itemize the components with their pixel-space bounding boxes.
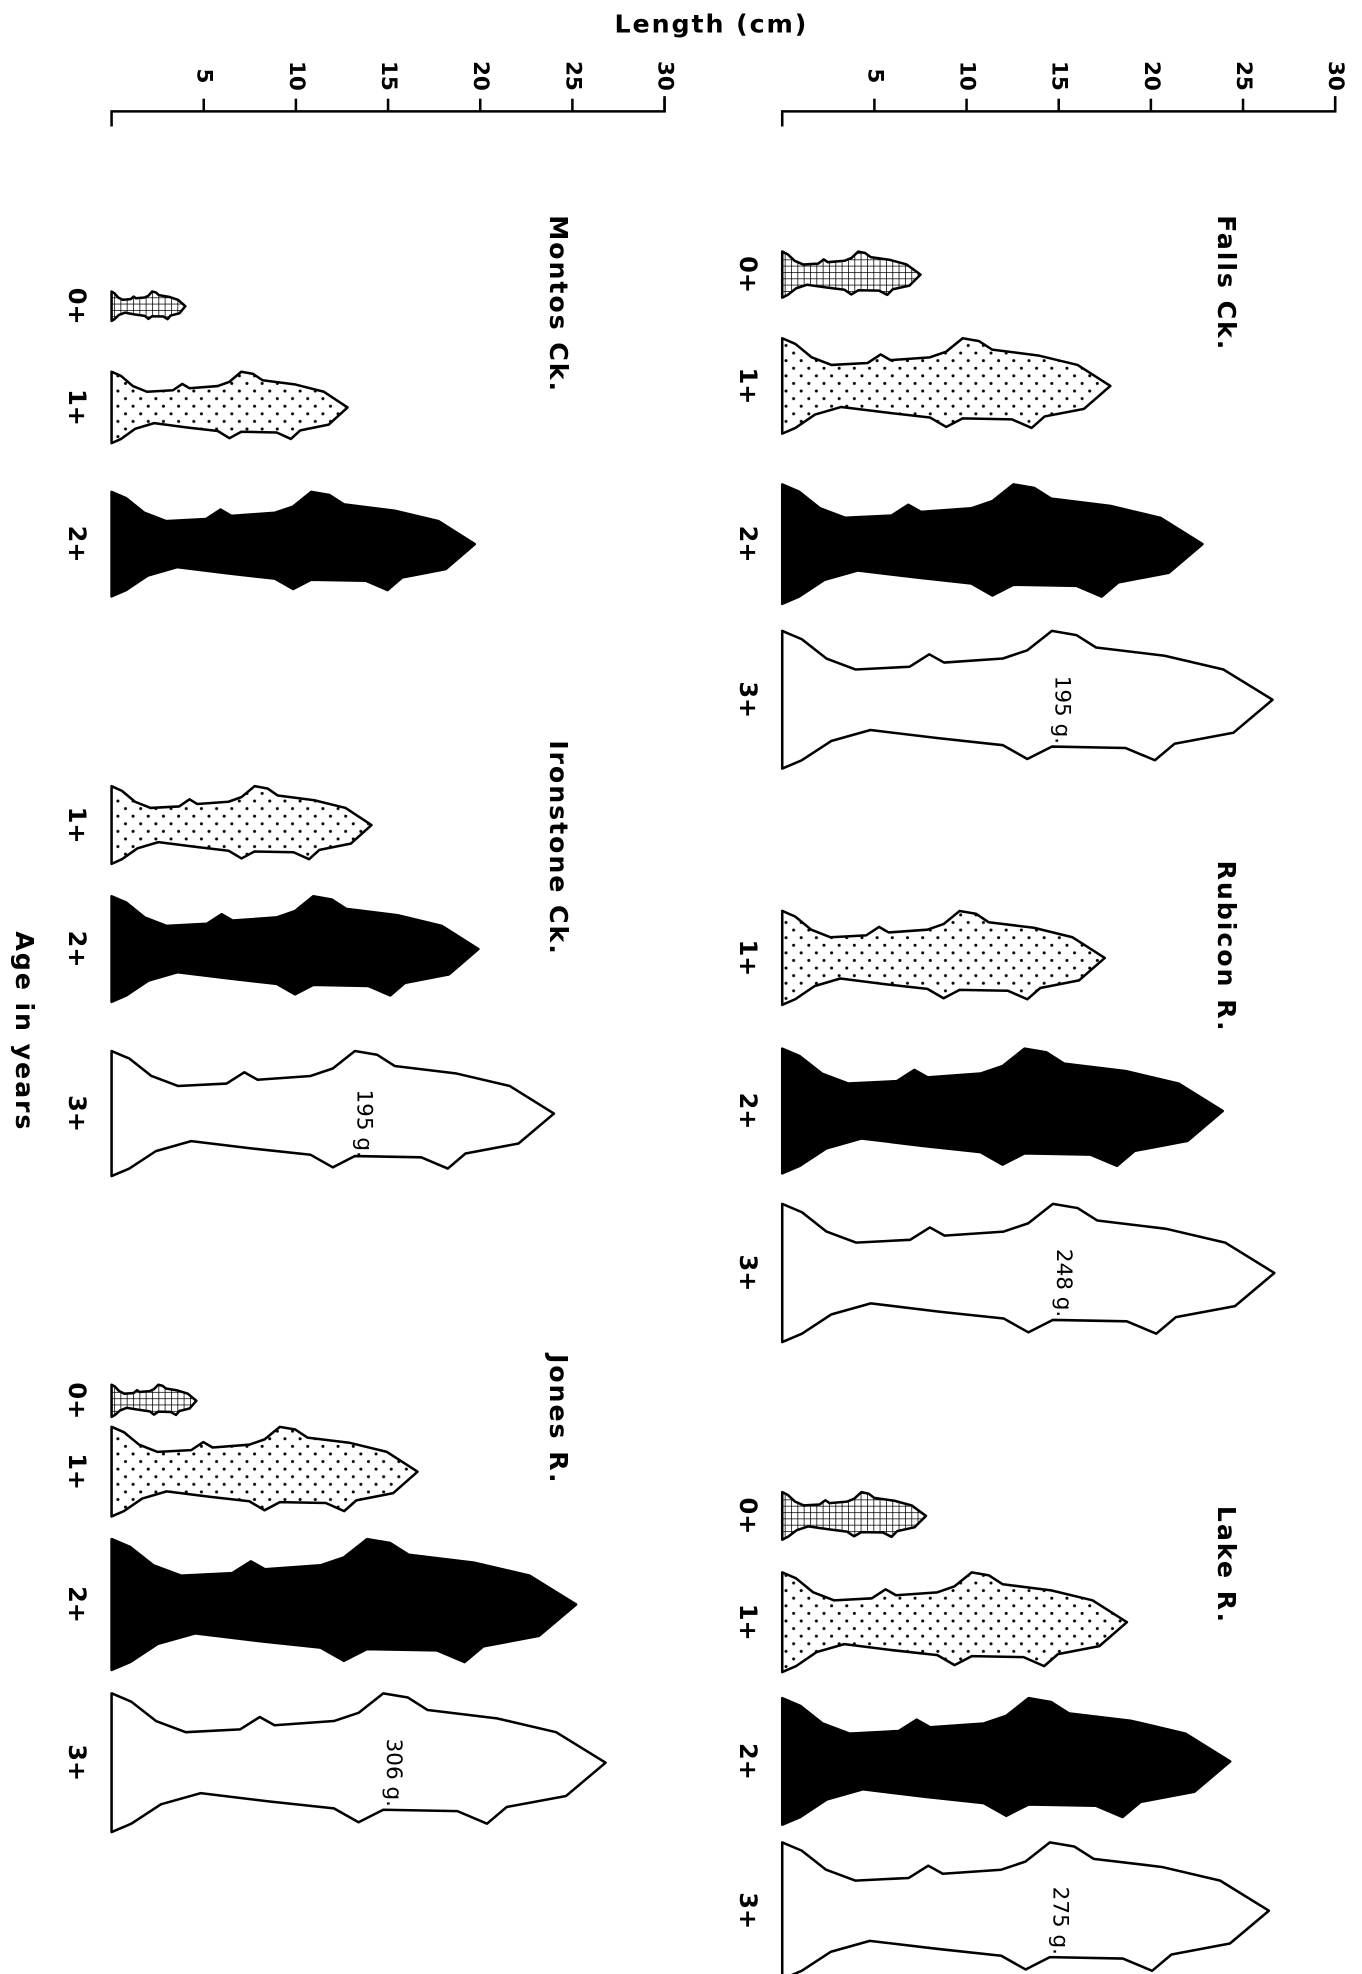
chart: Falls Ck. 0+ 1+ 2+ 3+ 195 g. 5 10 15 20 25 30 Length… (0, 0, 1362, 1974)
y-tick-label: 20 (468, 61, 493, 91)
panel-title: Lake R. (1212, 1506, 1241, 1624)
panel-title: Montos Ck. (544, 215, 573, 393)
fish-bar (112, 1427, 418, 1517)
fish-bar (112, 1051, 554, 1176)
fish-bar (112, 372, 348, 443)
fish-bar (112, 896, 479, 1002)
y-tick-label: 5 (862, 68, 887, 83)
x-tick-label: 3+ (63, 1744, 91, 1781)
fish-bar (782, 1842, 1269, 1974)
x-tick-label: 1+ (63, 807, 91, 844)
y-tick-label: 30 (1323, 61, 1348, 91)
x-tick-label: 0+ (734, 256, 762, 293)
fish-bar (782, 252, 920, 298)
x-tick-label: 3+ (734, 1892, 762, 1929)
fish-bar (782, 1049, 1222, 1174)
y-tick-label: 20 (1139, 61, 1164, 91)
fish-bar (782, 1204, 1274, 1342)
y-tick-label: 10 (955, 61, 980, 91)
x-tick-label: 3+ (63, 1095, 91, 1132)
x-tick-label: 2+ (63, 1586, 91, 1623)
y-tick-label: 15 (376, 61, 401, 91)
weight-label: 195 g. (352, 1089, 377, 1157)
fish-bar (112, 786, 372, 864)
x-tick-label: 2+ (63, 931, 91, 968)
x-tick-label: 2+ (734, 1743, 762, 1780)
y-tick-label: 10 (284, 61, 309, 91)
fish-bar (112, 492, 475, 597)
x-tick-label: 3+ (734, 681, 762, 718)
x-tick-label: 1+ (734, 939, 762, 976)
fish-bar (782, 1572, 1127, 1672)
x-tick-label: 3+ (734, 1255, 762, 1292)
panel-title: Rubicon R. (1212, 860, 1241, 1032)
fish-bar (782, 911, 1105, 1005)
y-tick-label: 30 (653, 61, 678, 91)
x-tick-label: 1+ (63, 389, 91, 426)
weight-label: 306 g. (381, 1739, 406, 1807)
axis-title: Length (cm) (615, 9, 809, 38)
y-tick-label: 25 (1231, 61, 1256, 91)
fish-bar (782, 1492, 926, 1540)
x-tick-label: 1+ (63, 1453, 91, 1490)
weight-label: 248 g. (1051, 1249, 1076, 1317)
y-tick-label: 5 (192, 68, 217, 83)
x-tick-label: 2+ (734, 526, 762, 563)
y-tick-label: 15 (1047, 61, 1072, 91)
fish-bar (112, 1385, 197, 1417)
fish-bar (112, 1693, 606, 1832)
panel-title: Jones R. (544, 1352, 573, 1485)
x-tick-label: 0+ (63, 288, 91, 325)
y-tick-label: 25 (560, 61, 585, 91)
fish-bar (782, 484, 1202, 603)
x-tick-label: 1+ (734, 368, 762, 405)
x-tick-label: 2+ (734, 1093, 762, 1130)
fish-bar (782, 1698, 1230, 1825)
axis-title: Age in years (10, 931, 39, 1131)
x-tick-label: 0+ (63, 1382, 91, 1419)
fish-bar (782, 338, 1110, 433)
fish-bar (112, 292, 186, 321)
panel-title: Ironstone Ck. (544, 740, 573, 955)
fish-bar (112, 1539, 577, 1670)
panel-title: Falls Ck. (1212, 215, 1241, 351)
weight-label: 275 g. (1048, 1887, 1073, 1955)
x-tick-label: 2+ (63, 526, 91, 563)
x-tick-label: 1+ (734, 1604, 762, 1641)
weight-label: 195 g. (1050, 676, 1075, 744)
x-tick-label: 0+ (734, 1498, 762, 1535)
fish-bar (782, 631, 1272, 769)
